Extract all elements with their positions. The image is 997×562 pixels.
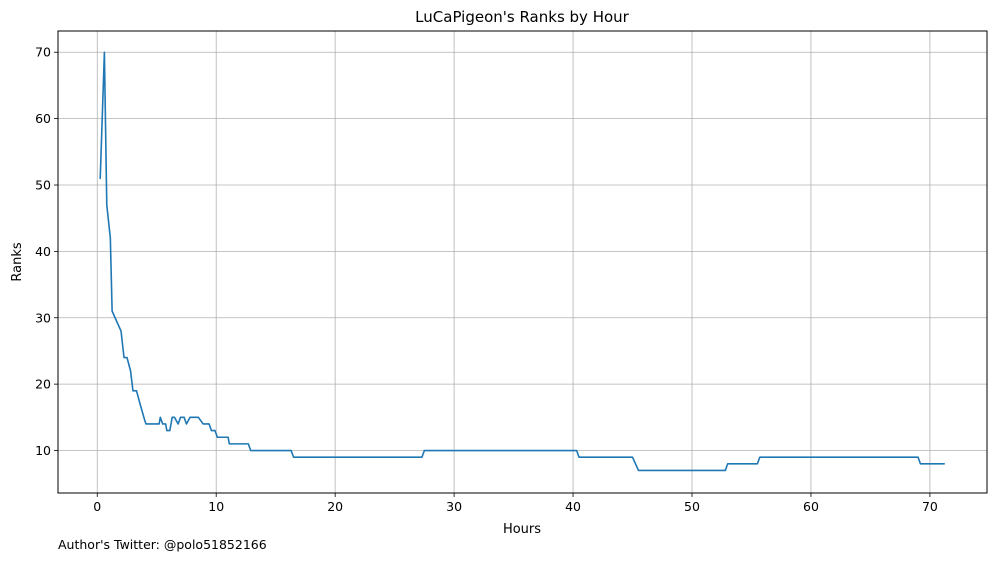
grid — [58, 31, 987, 493]
x-tick-label: 40 — [565, 499, 581, 514]
x-tick-label: 0 — [93, 499, 101, 514]
series-layer — [99, 51, 945, 472]
plot-frame — [57, 30, 988, 494]
y-tick-label: 40 — [35, 244, 51, 259]
y-tick-label: 30 — [35, 310, 51, 325]
y-tick-label: 60 — [35, 111, 51, 126]
author-twitter-note: Author's Twitter: @polo51852166 — [58, 537, 267, 552]
y-tick-label: 20 — [35, 377, 51, 392]
y-axis-label: Ranks — [10, 242, 25, 281]
y-tick-label: 10 — [35, 443, 51, 458]
rank-series-line — [99, 51, 945, 472]
x-tick-label: 30 — [446, 499, 462, 514]
x-tick-label: 60 — [803, 499, 819, 514]
x-tick-label: 10 — [208, 499, 224, 514]
chart-title: LuCaPigeon's Ranks by Hour — [415, 8, 629, 26]
x-tick-label: 70 — [922, 499, 938, 514]
x-axis-label: Hours — [503, 522, 541, 537]
y-tick-label: 70 — [35, 45, 51, 60]
x-tick-label: 20 — [327, 499, 343, 514]
x-tick-label: 50 — [684, 499, 700, 514]
axis-ticks: 0 10 20 30 40 50 60 70 10 20 30 40 50 60 70 — [35, 45, 938, 514]
y-tick-label: 50 — [35, 178, 51, 193]
